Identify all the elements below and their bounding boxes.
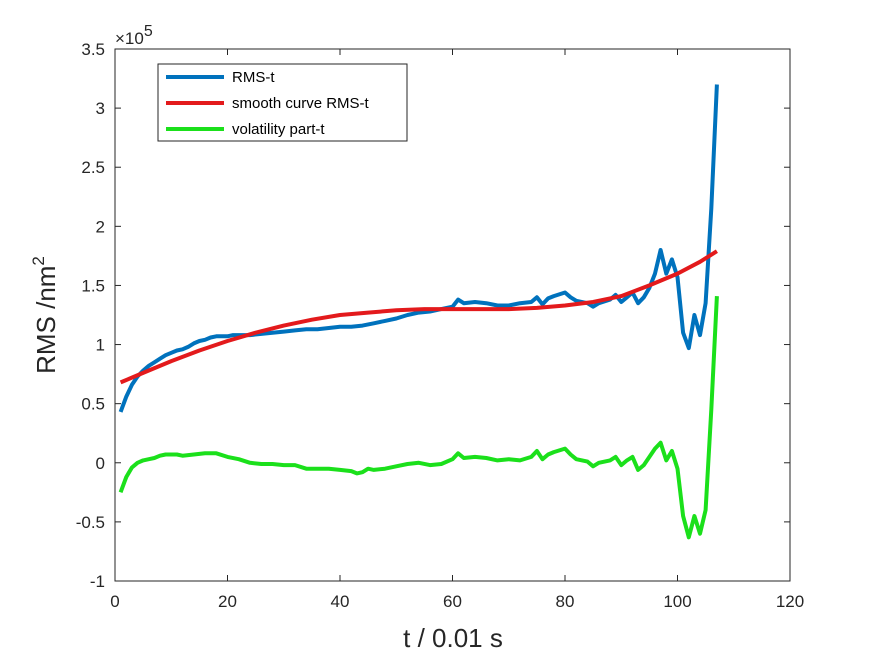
series-line-volatility	[118, 296, 719, 540]
y-tick-label: 2.5	[81, 158, 105, 177]
series-line-smooth-curve	[119, 249, 718, 385]
x-tick-label: 100	[663, 592, 691, 611]
x-tick-label: 40	[331, 592, 350, 611]
y-axis-label: RMS /nm2	[29, 256, 61, 374]
y-tick-label: 1	[96, 336, 105, 355]
y-tick-label: 3	[96, 99, 105, 118]
legend-label-rms: RMS-t	[232, 69, 275, 86]
y-axis-multiplier: ×105	[115, 23, 153, 48]
legend-label-volatility: volatility part-t	[232, 121, 325, 138]
series-lines	[118, 84, 719, 540]
y-axis-label-superscript: 2	[29, 256, 48, 265]
y-tick-label: -1	[90, 572, 105, 591]
y-tick-label: 1.5	[81, 276, 105, 295]
y-tick-label: 3.5	[81, 40, 105, 59]
x-tick-label: 120	[776, 592, 804, 611]
y-tick-label: 0.5	[81, 395, 105, 414]
axis-ticks: 0 20 40 60 80 100 120 -1 -0.5 0 0.5 1 1.5 2 2.5 3 3.5	[76, 40, 804, 611]
y-tick-label: 0	[96, 454, 105, 473]
legend-label-smooth: smooth curve RMS-t	[232, 95, 370, 112]
y-axis-multiplier-exponent: 5	[144, 23, 153, 40]
x-tick-label: 80	[556, 592, 575, 611]
legend: RMS-t smooth curve RMS-t volatility part…	[157, 63, 408, 142]
x-tick-label: 0	[110, 592, 119, 611]
x-tick-label: 20	[218, 592, 237, 611]
x-axis-label: t / 0.01 s	[403, 623, 503, 653]
x-tick-label: 60	[443, 592, 462, 611]
y-tick-label: 2	[96, 217, 105, 236]
y-tick-label: -0.5	[76, 513, 105, 532]
